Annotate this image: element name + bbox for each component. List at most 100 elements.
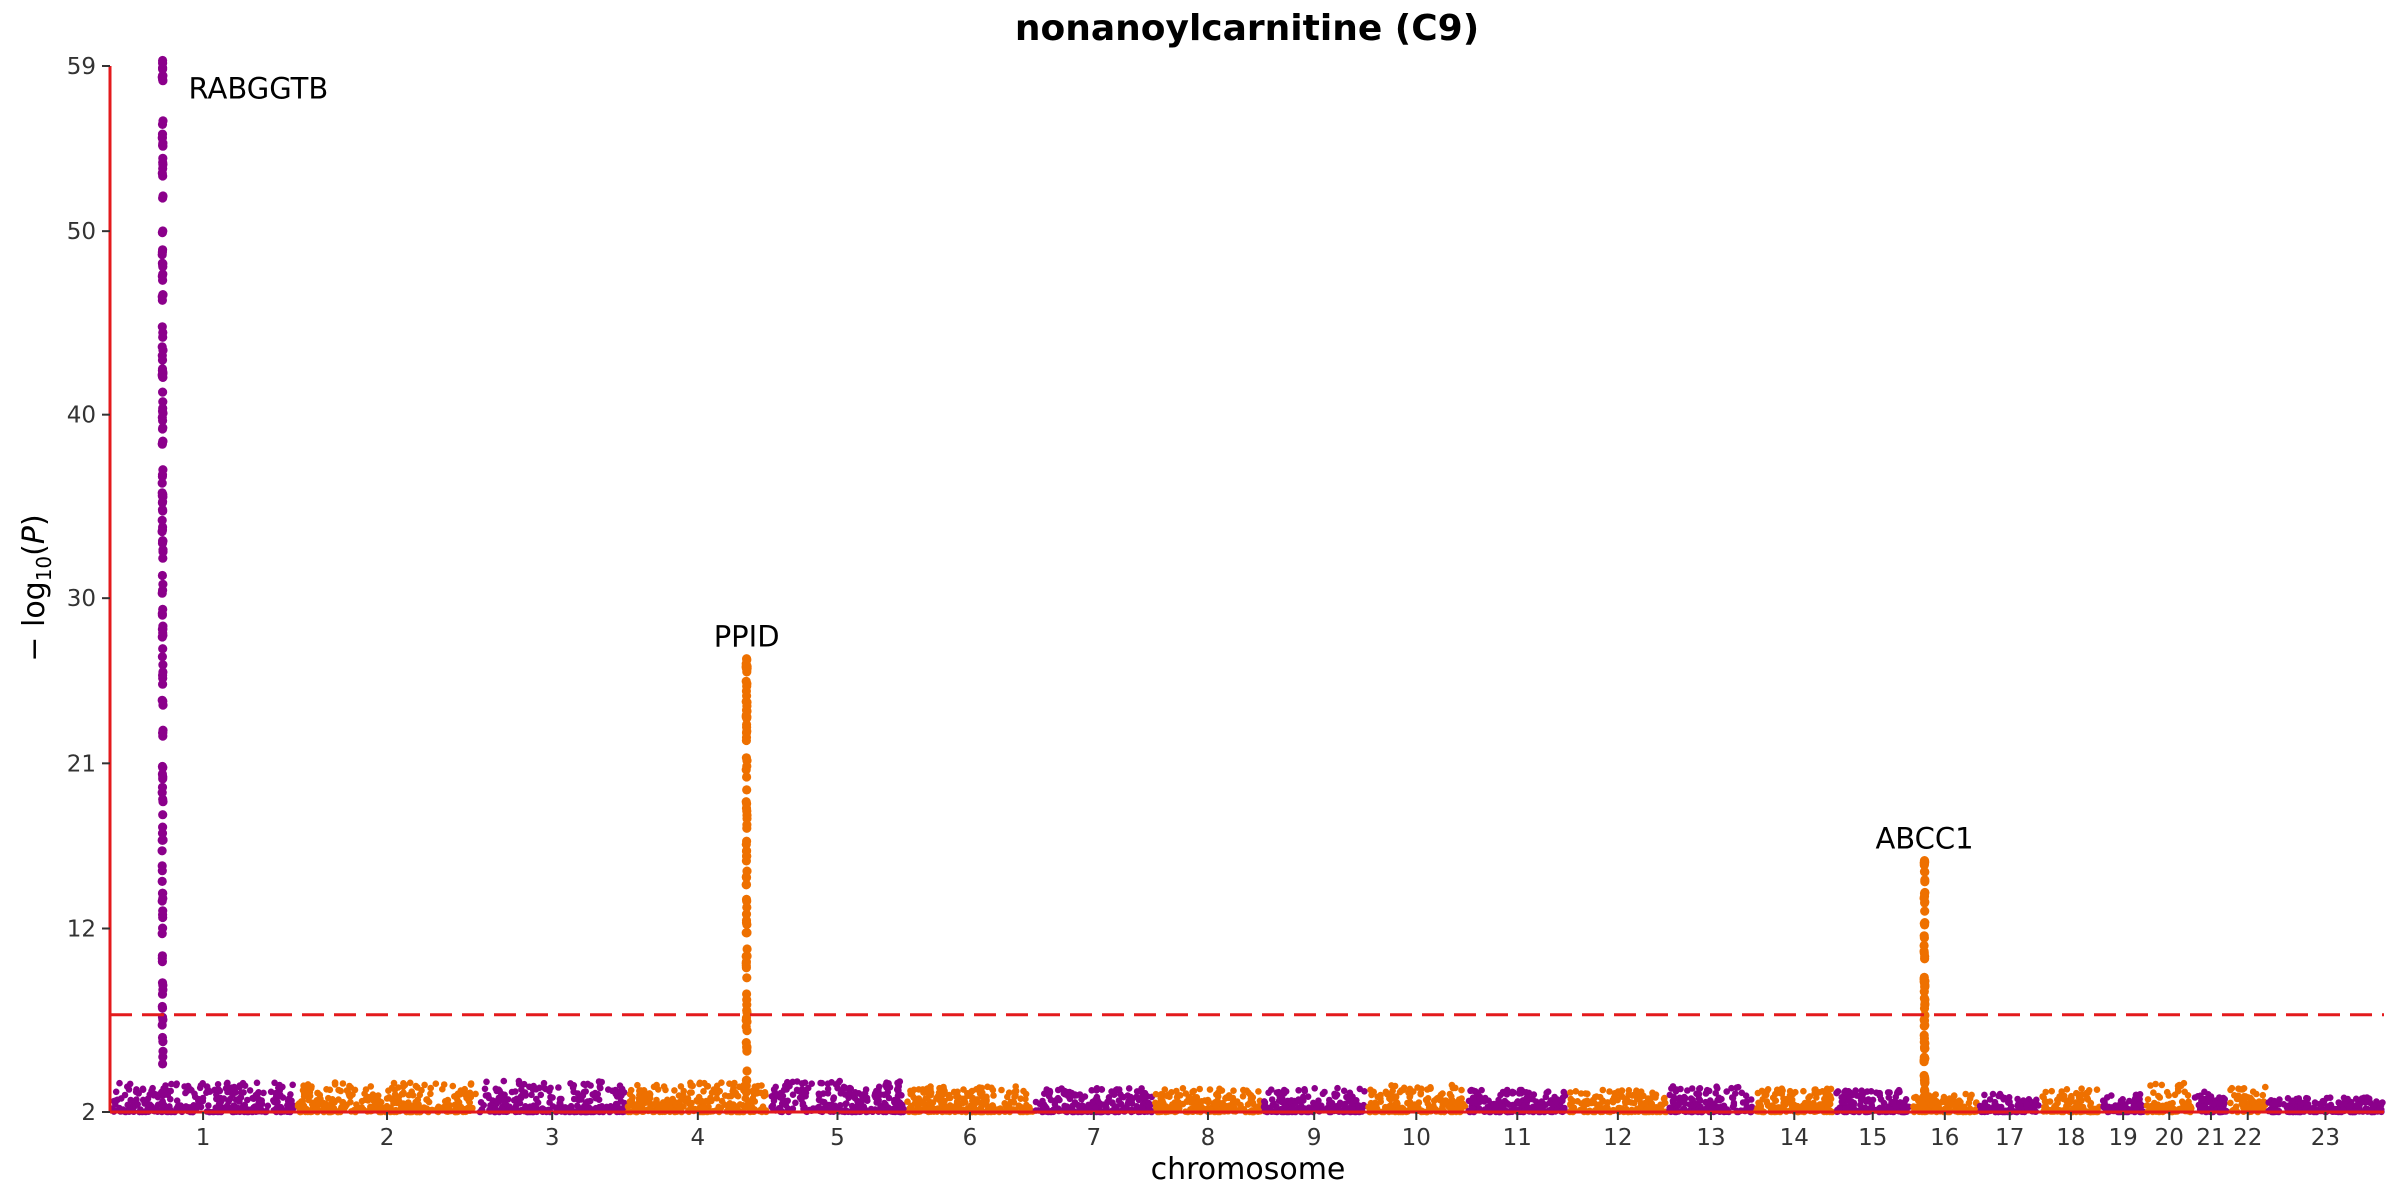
snp-point [157, 364, 168, 374]
snp-point [541, 1084, 548, 1092]
x-tick-label: 2 [380, 1125, 395, 1151]
snp-point [158, 696, 168, 706]
snp-point [158, 140, 168, 150]
snp-point [158, 275, 168, 285]
snp-point [157, 505, 168, 515]
snp-point [1529, 1095, 1536, 1103]
snp-point [793, 1078, 801, 1085]
snp-point [1790, 1101, 1798, 1108]
snp-point [1533, 1103, 1541, 1111]
snp-point [158, 64, 168, 74]
snp-point [441, 1098, 449, 1105]
snp-point [730, 1101, 737, 1108]
snp-point [1105, 1094, 1113, 1101]
snp-point [1591, 1093, 1599, 1101]
snp-point [2323, 1094, 2331, 1102]
snp-point [904, 1098, 911, 1105]
snp-point [989, 1102, 996, 1109]
snp-point [1173, 1094, 1181, 1101]
snp-point [1919, 1033, 1929, 1043]
snp-point [739, 1102, 747, 1109]
x-tick-label: 9 [1307, 1125, 1322, 1151]
snp-point [1387, 1105, 1395, 1112]
snp-point [2195, 1101, 2203, 1109]
snp-point [871, 1092, 878, 1099]
snp-point [158, 1089, 168, 1099]
snp-point [1919, 977, 1929, 987]
snp-point [2181, 1088, 2188, 1096]
snp-point [2205, 1091, 2212, 1098]
snp-point [2143, 1102, 2151, 1109]
snp-point [157, 515, 167, 525]
snp-point [1523, 1098, 1531, 1106]
snp-point [1919, 888, 1930, 899]
snp-point [1738, 1089, 1746, 1097]
snp-point [759, 1103, 767, 1110]
x-tick-label: 18 [2056, 1125, 2085, 1151]
snp-point [1599, 1086, 1607, 1094]
snp-point [1468, 1098, 1475, 1106]
snp-point [421, 1081, 428, 1089]
snp-point [1314, 1100, 1322, 1108]
snp-point [742, 810, 752, 820]
snp-point [880, 1091, 888, 1099]
snp-point [634, 1081, 641, 1089]
snp-point [1239, 1093, 1247, 1100]
snp-point [783, 1086, 790, 1093]
chromosome-3-points [476, 1077, 629, 1116]
gene-labels: RABGGTB PPID ABCC1 [189, 71, 1974, 855]
snp-point [1319, 1090, 1327, 1098]
snp-point [2063, 1086, 2071, 1093]
snp-point [158, 660, 168, 670]
snp-point [224, 1088, 231, 1096]
snp-point [2048, 1087, 2055, 1095]
snp-point [2068, 1092, 2075, 1100]
snp-point [742, 772, 752, 782]
snp-point [582, 1100, 590, 1107]
snp-point [157, 1032, 168, 1043]
snp-point [157, 652, 167, 662]
x-tick-label: 12 [1603, 1125, 1632, 1151]
snp-point [1344, 1094, 1352, 1101]
snp-point [1559, 1097, 1566, 1105]
snp-point [841, 1084, 849, 1091]
snp-point [1407, 1100, 1415, 1107]
snp-point [2254, 1101, 2262, 1108]
snp-point [1175, 1103, 1183, 1111]
snp-point [232, 1104, 240, 1112]
snp-point [517, 1081, 524, 1088]
snp-point [934, 1093, 941, 1101]
snp-point [644, 1097, 652, 1104]
snp-point [1326, 1096, 1333, 1104]
snp-point [2158, 1081, 2166, 1089]
snp-point [463, 1094, 470, 1102]
snp-point [335, 1096, 342, 1103]
snp-point [1686, 1101, 1694, 1108]
snp-point [635, 1103, 642, 1110]
snp-point [1190, 1087, 1198, 1095]
y-tick-label: 40 [67, 403, 96, 429]
lead-snp-point [1919, 856, 1930, 866]
snp-point [885, 1094, 893, 1102]
snp-point [1110, 1091, 1118, 1098]
snp-point [650, 1083, 658, 1091]
x-tick-label: 23 [2311, 1125, 2340, 1151]
snp-point [173, 1097, 181, 1104]
snp-point [882, 1101, 889, 1108]
snp-point [718, 1079, 725, 1086]
snp-point [157, 129, 168, 139]
snp-point [1734, 1083, 1742, 1091]
snp-point [792, 1099, 799, 1107]
snp-point [440, 1081, 448, 1088]
snp-point [616, 1082, 624, 1089]
snp-point [1225, 1094, 1233, 1102]
snp-point [1304, 1093, 1312, 1100]
snp-point [1039, 1097, 1046, 1105]
snp-point [305, 1096, 312, 1104]
snp-point [1648, 1100, 1656, 1107]
snp-point [1295, 1087, 1302, 1094]
snp-point [158, 372, 168, 382]
snp-point [1713, 1083, 1720, 1090]
snp-point [1553, 1098, 1560, 1105]
snp-point [1166, 1093, 1173, 1100]
